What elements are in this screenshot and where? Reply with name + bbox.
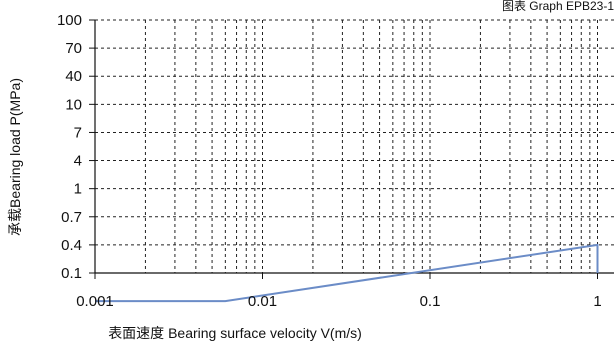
y-tick-label: 1 [74,181,82,198]
y-tick-label: 4 [74,153,82,170]
y-tick-label: 100 [57,12,82,29]
series-line [95,243,599,303]
series-group [95,243,599,303]
x-axis-title: 表面速度 Bearing surface velocity V(m/s) [108,325,362,341]
tick-labels: 0.1 0.4 0.7 1 4 7 10 40 70 100 0.001 0.01 0.1 1 [57,12,602,310]
y-tick-label: 0.7 [61,209,82,226]
y-tick-label: 0.1 [61,265,82,282]
x-tick-label: 0.001 [76,293,114,310]
y-axis-title: 承载Bearing load P(MPa) [7,78,23,236]
x-tick-label: 0.1 [420,293,441,310]
x-tick-label: 0.01 [248,293,277,310]
axes [89,19,614,279]
x-tick-label: 1 [593,293,601,310]
gridlines [95,19,614,273]
y-tick-label: 40 [65,68,82,85]
y-tick-label: 0.4 [61,237,82,254]
y-tick-label: 7 [74,124,82,141]
y-tick-label: 70 [65,40,82,57]
y-tick-label: 10 [65,96,82,113]
chart-title: 图表 Graph EPB23-1 [502,0,614,13]
